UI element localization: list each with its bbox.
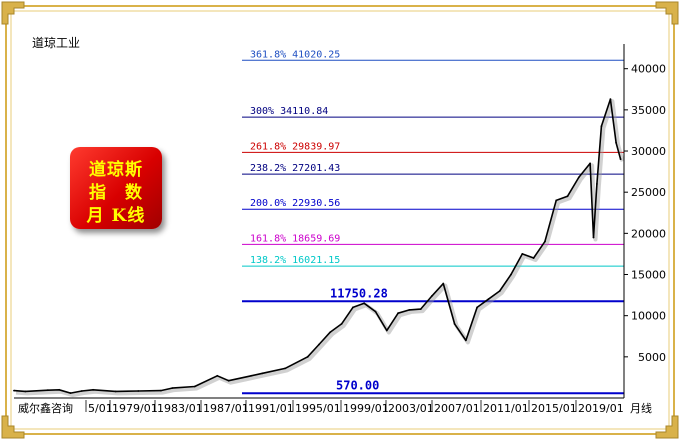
corner-ornament-icon: [1, 415, 25, 439]
x-tick-label: 威尔鑫咨询: [18, 401, 73, 415]
x-tick-label: 2007/01: [434, 402, 480, 415]
fib-level-label: 161.8% 18659.69: [250, 233, 340, 244]
price-point: [306, 355, 309, 358]
price-point: [498, 290, 501, 292]
fib-level-label: 261.8% 29839.97: [250, 141, 340, 152]
price-point: [600, 125, 603, 128]
price-point: [318, 343, 320, 346]
price-point: [114, 390, 117, 393]
price-point: [159, 389, 162, 392]
price-point: [442, 282, 445, 285]
price-point: [227, 379, 230, 382]
price-point: [137, 390, 140, 392]
price-point: [24, 390, 27, 393]
price-point: [363, 302, 366, 305]
corner-ornament-icon: [655, 1, 679, 25]
x-tick-label: 1999/01: [343, 402, 389, 415]
x-tick-label: 1991/01: [248, 402, 294, 415]
price-point: [13, 389, 15, 392]
y-tick-label: 20000: [631, 227, 666, 240]
y-tick-label: 10000: [631, 310, 666, 323]
price-point: [419, 308, 422, 310]
x-tick-label: 2015/01: [531, 402, 577, 415]
x-tick-label: 1979/01: [112, 402, 158, 415]
price-point: [589, 162, 592, 165]
price-point: [521, 253, 524, 255]
price-point: [80, 390, 83, 392]
y-tick-label: 30000: [631, 145, 666, 158]
price-point: [595, 183, 598, 185]
price-point: [250, 374, 253, 377]
fib-level-label: 238.2% 27201.43: [250, 163, 340, 174]
price-point: [385, 329, 388, 332]
y-tick-label: 15000: [631, 269, 666, 282]
fib-level-label: 11750.28: [330, 286, 388, 300]
price-point: [340, 323, 343, 325]
x-tick-label: 1995/01: [295, 402, 341, 415]
y-tick-label: 25000: [631, 186, 666, 199]
x-tick-label: 2011/01: [483, 402, 529, 415]
x-tick-label: 5/01: [88, 402, 113, 415]
x-tick-label: 2019/01: [578, 402, 624, 415]
price-point: [351, 306, 354, 309]
fib-level-label: 138.2% 16021.15: [250, 255, 340, 266]
fib-level-label: 300% 34110.84: [250, 106, 328, 117]
x-tick-label: 2003/01: [388, 402, 434, 415]
price-point: [592, 236, 595, 239]
price-point: [487, 298, 490, 301]
price-point: [577, 176, 580, 179]
price-point: [193, 385, 196, 388]
price-point: [216, 374, 219, 377]
price-point: [619, 158, 622, 161]
price-point: [615, 141, 617, 144]
badge-line-2: 指 数: [89, 183, 143, 203]
price-point: [408, 309, 411, 311]
corner-ornament-icon: [655, 415, 679, 439]
price-point: [69, 392, 72, 394]
price-point: [555, 199, 558, 202]
fib-level-label: 570.00: [336, 378, 379, 392]
y-tick-label: 40000: [631, 63, 666, 76]
price-point: [532, 257, 535, 259]
badge-line-1: 道琼斯: [89, 160, 143, 180]
price-point: [476, 306, 479, 309]
chart-title: 道琼工业: [32, 36, 81, 50]
fib-level-label: 361.8% 41020.25: [250, 49, 340, 60]
price-point: [609, 98, 612, 101]
x-tick-label: 1987/01: [203, 402, 249, 415]
price-point: [46, 389, 49, 392]
price-point: [544, 240, 546, 243]
price-point: [397, 312, 399, 315]
price-point: [453, 323, 456, 325]
price-point: [261, 372, 264, 375]
x-tick-label: 月线: [630, 401, 652, 415]
badge-line-3: 月 K线: [86, 206, 146, 226]
price-point: [329, 331, 332, 334]
price-point: [431, 295, 433, 297]
price-point: [171, 387, 174, 390]
price-point: [374, 310, 377, 313]
price-point: [510, 273, 512, 276]
price-point: [464, 339, 467, 342]
price-point: [284, 367, 287, 370]
x-tick-label: 1983/01: [157, 402, 203, 415]
price-point: [58, 388, 61, 391]
index-badge: 道琼斯 指 数 月 K线: [70, 147, 162, 229]
y-tick-label: 5000: [638, 351, 666, 364]
price-point: [566, 195, 569, 198]
price-point: [92, 388, 94, 391]
price-shadow: [15, 99, 625, 398]
fib-level-label: 200.0% 22930.56: [250, 198, 340, 209]
corner-ornament-icon: [1, 1, 25, 25]
y-tick-label: 35000: [631, 104, 666, 117]
